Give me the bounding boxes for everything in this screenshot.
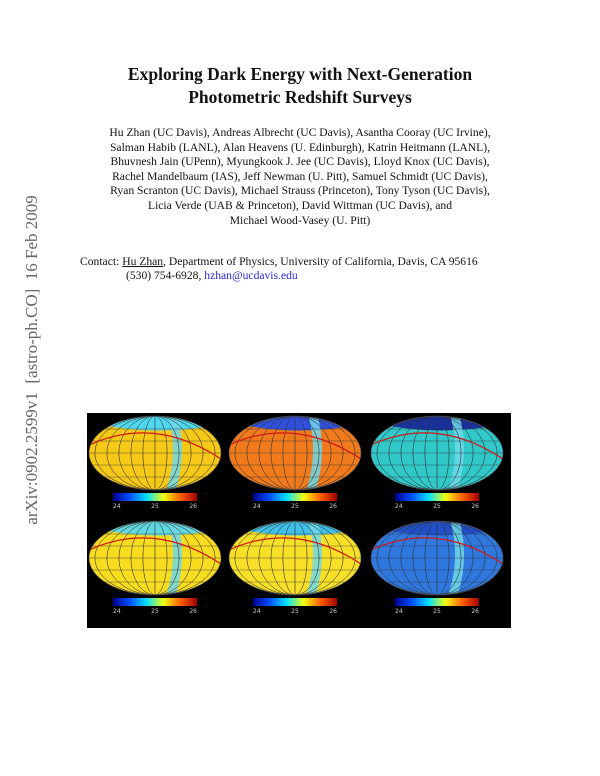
map-body <box>229 521 361 595</box>
map-body <box>229 416 361 490</box>
ecliptic <box>229 432 361 460</box>
grid-meridian <box>258 521 332 595</box>
grid-meridian <box>118 521 192 595</box>
grid-meridian <box>270 521 320 595</box>
grid-meridian <box>142 416 168 490</box>
author-line: Licia Verde (UAB & Princeton), David Wit… <box>147 199 453 212</box>
ecliptic <box>89 537 221 565</box>
title: Photometric Redshift Surveys <box>188 87 412 107</box>
grid-meridian <box>234 521 356 595</box>
map-body <box>371 416 503 490</box>
colorbar <box>253 493 337 501</box>
map-body <box>89 521 221 595</box>
sky-map: 24 25 26 <box>88 520 222 615</box>
colorbar <box>113 598 197 606</box>
grid-meridian <box>246 521 344 595</box>
grid-meridian <box>94 521 216 595</box>
contact-address: , Department of Physics, University of C… <box>163 255 478 268</box>
contact-name[interactable]: Hu Zhan <box>122 255 164 268</box>
grid-meridian <box>424 521 450 595</box>
colorbar-tick-label: 25 <box>433 608 441 615</box>
map-outline <box>228 520 362 596</box>
colorbar-tick-label: 24 <box>253 608 261 615</box>
arxiv-stamp: arXiv:0902.2599v1 [astro-ph.CO] 16 Feb 2… <box>22 195 41 525</box>
author-line: Michael Wood-Vasey (U. Pitt) <box>229 213 371 227</box>
map-outline <box>370 520 504 596</box>
colorbar-tick-label: 24 <box>113 503 121 510</box>
grid-meridian <box>376 521 498 595</box>
grid-meridian <box>282 416 308 490</box>
grid-meridian <box>282 521 308 595</box>
colorbar-tick-label: 25 <box>433 503 441 510</box>
title: Exploring Dark Energy with Next-Generati… <box>127 64 473 84</box>
contact-email[interactable]: hzhan@ucdavis.edu <box>204 269 298 282</box>
grid-meridian <box>106 416 204 490</box>
contact-label: Contact: <box>80 255 120 268</box>
map-body <box>89 416 221 490</box>
grid-meridian <box>246 416 344 490</box>
grid-meridian <box>142 521 168 595</box>
sky-map: 24 25 26 <box>370 415 504 510</box>
contact-line: Contact: Hu Zhan, Department of Physics,… <box>80 255 478 268</box>
grid-meridian <box>400 416 474 490</box>
colorbar-tick-label: 26 <box>471 503 479 510</box>
colorbar-tick-label: 26 <box>189 608 197 615</box>
colorbar <box>395 493 479 501</box>
map-outline <box>370 415 504 491</box>
colorbar-tick-label: 25 <box>151 503 159 510</box>
colorbar <box>113 493 197 501</box>
author-line: Bhuvnesh Jain (UPenn), Myungkook J. Jee … <box>110 155 490 169</box>
colorbar-tick-label: 24 <box>253 503 261 510</box>
author-line: Hu Zhan (UC Davis), Andreas Albrecht (UC… <box>109 126 491 139</box>
colorbar-tick-label: 24 <box>113 608 121 615</box>
grid-meridian <box>412 416 462 490</box>
ecliptic <box>371 432 503 460</box>
colorbar-tick-label: 25 <box>291 608 299 615</box>
sky-map: 24 25 26 <box>370 520 504 615</box>
sky-map: 24 25 26 <box>88 415 222 510</box>
colorbar-tick-label: 25 <box>151 608 159 615</box>
colorbar-tick-label: 26 <box>329 608 337 615</box>
colorbar-tick-label: 26 <box>471 608 479 615</box>
colorbar-tick-label: 25 <box>291 503 299 510</box>
grid-meridian <box>400 521 474 595</box>
colorbar <box>253 598 337 606</box>
grid-meridian <box>388 416 486 490</box>
colorbar-tick-label: 26 <box>189 503 197 510</box>
author-line: Ryan Scranton (UC Davis), Michael Straus… <box>110 184 490 198</box>
map-outline <box>228 415 362 491</box>
map-body <box>371 521 503 595</box>
grid-meridian <box>130 416 180 490</box>
grid-meridian <box>270 416 320 490</box>
contact-line: (530) 754-6928, hzhan@ucdavis.edu <box>126 269 298 282</box>
contact-phone: (530) 754-6928, <box>126 269 202 282</box>
ecliptic <box>229 537 361 565</box>
grid-meridian <box>376 416 498 490</box>
ecliptic <box>89 432 221 460</box>
ecliptic <box>371 537 503 565</box>
author-line: Salman Habib (LANL), Alan Heavens (U. Ed… <box>109 140 491 154</box>
author-line: Rachel Mandelbaum (IAS), Jeff Newman (U.… <box>112 169 488 183</box>
colorbar <box>395 598 479 606</box>
figure: 24 25 26 24 25 26 24 25 26 24 25 26 24 25 26 24 25 26 <box>87 413 511 628</box>
grid-meridian <box>424 416 450 490</box>
colorbar-tick-label: 26 <box>329 503 337 510</box>
map-outline <box>88 415 222 491</box>
colorbar-tick-label: 24 <box>395 503 403 510</box>
grid-meridian <box>258 416 332 490</box>
colorbar-tick-label: 24 <box>395 608 403 615</box>
grid-meridian <box>130 521 180 595</box>
grid-meridian <box>106 521 204 595</box>
grid-meridian <box>94 416 216 490</box>
map-outline <box>88 520 222 596</box>
sky-map: 24 25 26 <box>228 415 362 510</box>
grid-meridian <box>412 521 462 595</box>
grid-meridian <box>234 416 356 490</box>
grid-meridian <box>118 416 192 490</box>
grid-meridian <box>388 521 486 595</box>
